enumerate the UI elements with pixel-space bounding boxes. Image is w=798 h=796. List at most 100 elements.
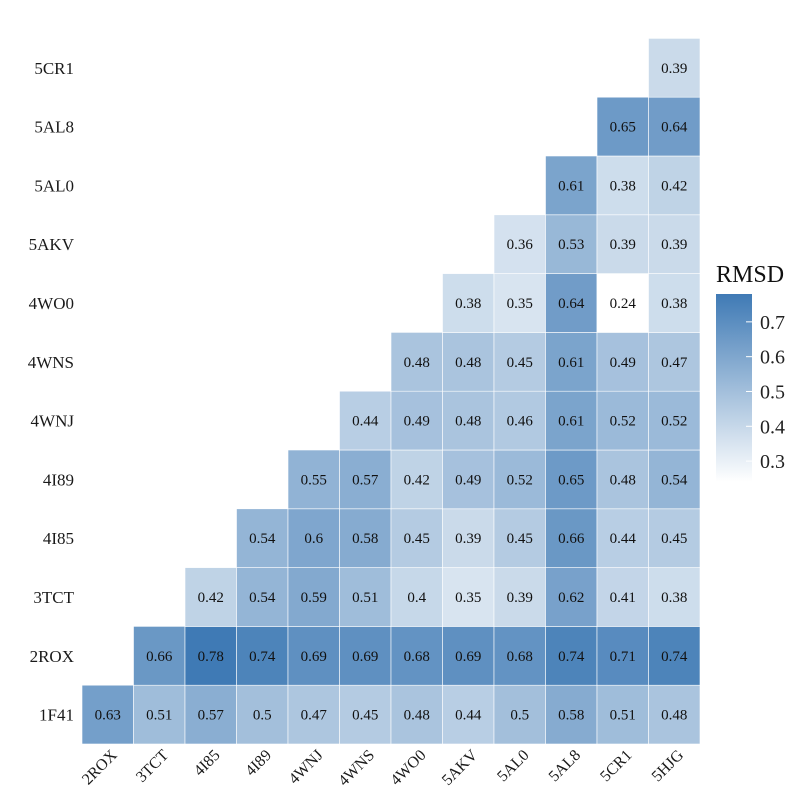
- heatmap-cell-value: 0.45: [661, 531, 687, 547]
- legend-tick-label: 0.3: [760, 451, 785, 473]
- heatmap-cell: [648, 214, 701, 274]
- y-axis-label: 4WNS: [28, 353, 74, 372]
- y-axis-label: 2ROX: [30, 647, 74, 666]
- heatmap-cell: [339, 390, 392, 451]
- heatmap-cell-value: 0.69: [455, 649, 481, 665]
- heatmap-cell: [648, 449, 701, 510]
- heatmap-cell-value: 0.49: [404, 414, 430, 430]
- y-axis-label: 5CR1: [34, 59, 74, 78]
- heatmap-cell-value: 0.54: [661, 472, 688, 488]
- heatmap-cell: [648, 332, 701, 392]
- heatmap-cell-value: 0.42: [404, 472, 430, 488]
- heatmap-cell-value: 0.24: [610, 296, 637, 312]
- heatmap-cell: [442, 273, 495, 333]
- heatmap-cell-value: 0.63: [95, 708, 121, 724]
- heatmap-cell-value: 0.61: [558, 178, 584, 194]
- heatmap-cell: [648, 508, 701, 568]
- heatmap-cell-value: 0.45: [507, 355, 533, 371]
- heatmap-cell: [390, 449, 443, 510]
- heatmap-cell-value: 0.49: [455, 472, 481, 488]
- heatmap-cell: [287, 449, 340, 510]
- heatmap-cell-value: 0.38: [661, 296, 687, 312]
- heatmap-cell-value: 0.5: [510, 708, 529, 724]
- heatmap-cell: [287, 684, 340, 745]
- heatmap-cell-value: 0.52: [661, 414, 687, 430]
- heatmap-cell-value: 0.52: [610, 414, 636, 430]
- heatmap-cell-value: 0.74: [661, 649, 688, 665]
- heatmap-cell: [236, 684, 289, 745]
- heatmap-cell-value: 0.68: [404, 649, 430, 665]
- heatmap-cell-value: 0.39: [455, 531, 481, 547]
- heatmap-cell-value: 0.74: [558, 649, 585, 665]
- heatmap-cell-value: 0.48: [455, 414, 481, 430]
- heatmap-cell-labels: 0.63 0.51 0.57 0.5 0.47 0.45 0.48 0.44 0.5 0.58 0.…: [95, 61, 688, 724]
- heatmap-cell: [339, 626, 392, 686]
- heatmap-cell-value: 0.48: [404, 708, 430, 724]
- x-axis-label: 4I89: [242, 747, 275, 780]
- heatmap-cell: [442, 449, 495, 510]
- heatmap-cell: [648, 684, 701, 745]
- heatmap-cell: [390, 567, 443, 627]
- heatmap-cell-value: 0.48: [404, 355, 430, 371]
- heatmap-cell-value: 0.55: [301, 472, 327, 488]
- y-axis-label: 1F41: [39, 706, 74, 725]
- heatmap-cell: [596, 273, 649, 333]
- heatmap-cell: [493, 214, 546, 274]
- heatmap-cell: [390, 332, 443, 392]
- heatmap-cell: [236, 508, 289, 568]
- heatmap-cell-value: 0.44: [455, 708, 482, 724]
- heatmap-cell: [596, 96, 649, 157]
- heatmap-cell: [339, 508, 392, 568]
- heatmap-cell: [390, 626, 443, 686]
- heatmap-cell-value: 0.44: [352, 414, 379, 430]
- heatmap-cell-value: 0.47: [301, 708, 328, 724]
- heatmap-cell-value: 0.54: [249, 531, 276, 547]
- heatmap-cell-value: 0.57: [352, 472, 379, 488]
- heatmap-cell-value: 0.62: [558, 590, 584, 606]
- heatmap-cell: [236, 626, 289, 686]
- heatmap-cell: [545, 273, 598, 333]
- heatmap-cell: [596, 508, 649, 568]
- heatmap-cell: [287, 508, 340, 568]
- heatmap-cell: [596, 449, 649, 510]
- heatmap-cell: [545, 214, 598, 274]
- heatmap-cell: [648, 155, 701, 216]
- heatmap-cell-value: 0.42: [198, 590, 224, 606]
- y-axis-label: 3TCT: [33, 588, 74, 607]
- heatmap-cell-value: 0.54: [249, 590, 276, 606]
- heatmap-cell: [545, 684, 598, 745]
- heatmap-cell: [236, 567, 289, 627]
- x-axis-label: 4WNS: [335, 747, 378, 790]
- heatmap-cell-value: 0.4: [407, 590, 426, 606]
- heatmap-cell-value: 0.38: [455, 296, 481, 312]
- heatmap-cell-value: 0.57: [198, 708, 225, 724]
- heatmap-cell-value: 0.39: [610, 237, 636, 253]
- heatmap-cell: [442, 508, 495, 568]
- heatmap-cell: [133, 684, 186, 745]
- heatmap-cell-value: 0.44: [610, 531, 637, 547]
- x-axis-label: 2ROX: [79, 746, 121, 788]
- heatmap-cell-value: 0.45: [507, 531, 533, 547]
- heatmap-cell-value: 0.35: [455, 590, 481, 606]
- legend-tick-label: 0.4: [760, 416, 785, 438]
- heatmap-cell-value: 0.45: [352, 708, 378, 724]
- x-axis-label: 4WNJ: [286, 747, 327, 788]
- heatmap-cell-value: 0.66: [558, 531, 585, 547]
- heatmap-cell-value: 0.69: [301, 649, 327, 665]
- heatmap-cell-value: 0.65: [610, 120, 636, 136]
- heatmap-cell: [648, 273, 701, 333]
- heatmap-cell-value: 0.36: [507, 237, 534, 253]
- heatmap-cell: [648, 567, 701, 627]
- heatmap-cell: [648, 38, 701, 98]
- legend-tick-label: 0.6: [760, 347, 785, 369]
- heatmap-cell-value: 0.45: [404, 531, 430, 547]
- x-axis-label: 5CR1: [597, 747, 635, 785]
- heatmap-cell: [339, 567, 392, 627]
- heatmap-cell-value: 0.68: [507, 649, 533, 665]
- heatmap-cell: [442, 567, 495, 627]
- heatmap-cell-value: 0.51: [352, 590, 378, 606]
- heatmap-cell-value: 0.53: [558, 237, 584, 253]
- heatmap-cell: [287, 626, 340, 686]
- heatmap-cell: [133, 626, 186, 686]
